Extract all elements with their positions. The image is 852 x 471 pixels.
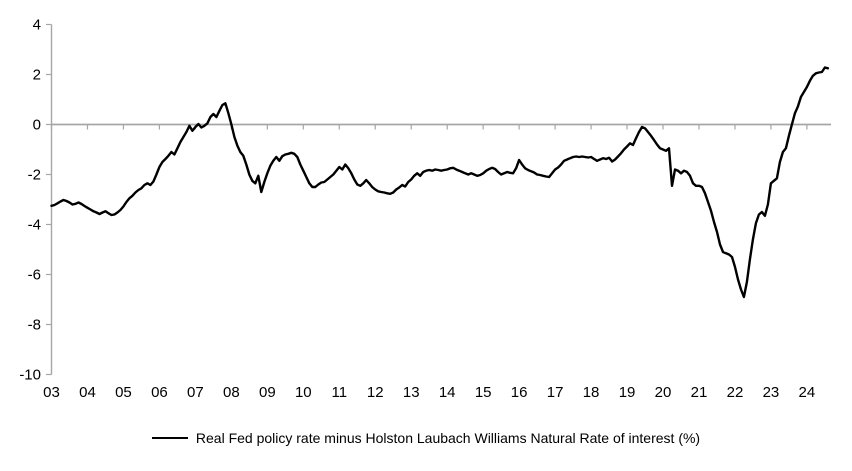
x-tick-label: 03 [43, 384, 60, 401]
x-tick-label: 19 [619, 384, 636, 401]
x-tick-label: 09 [259, 384, 276, 401]
y-tick-label: -2 [28, 167, 41, 184]
y-tick-label: -6 [28, 267, 41, 284]
x-tick-label: 11 [331, 384, 347, 401]
x-tick-label: 18 [583, 384, 600, 401]
x-tick-label: 21 [691, 384, 708, 401]
x-tick-label: 14 [439, 384, 456, 401]
y-tick-label: -4 [28, 217, 41, 234]
x-tick-label: 05 [115, 384, 132, 401]
x-tick-label: 12 [367, 384, 384, 401]
data-series-line [50, 66, 830, 299]
x-tick-label: 07 [187, 384, 204, 401]
y-axis-labels: 4 2 0 -2 -4 -6 -8 -10 [19, 17, 41, 384]
x-tick-label: 08 [223, 384, 240, 401]
x-tick-label: 16 [511, 384, 528, 401]
y-tick-label: 4 [33, 17, 41, 34]
x-tick-label: 13 [403, 384, 420, 401]
legend-line-sample [151, 437, 188, 439]
y-tick-label: 0 [33, 117, 41, 134]
x-tick-label: 20 [655, 384, 672, 401]
x-tick-label: 15 [475, 384, 492, 401]
x-tick-label: 24 [799, 384, 816, 401]
y-tick-label: -8 [28, 317, 41, 334]
x-tick-label: 23 [763, 384, 780, 401]
y-axis-ticks [46, 23, 52, 376]
x-tick-label: 10 [295, 384, 312, 401]
x-tick-label: 06 [151, 384, 168, 401]
y-tick-label: -10 [19, 367, 41, 384]
legend-label: Real Fed policy rate minus Holston Lauba… [195, 430, 701, 446]
legend: Real Fed policy rate minus Holston Lauba… [0, 430, 852, 446]
x-tick-label: 22 [727, 384, 744, 401]
x-axis-labels: 03 04 05 06 07 08 09 10 11 12 13 14 15 16 17 18 19 20 21 22… [43, 384, 815, 401]
x-tick-label: 04 [79, 384, 96, 401]
x-tick-label: 17 [547, 384, 564, 401]
y-tick-label: 2 [33, 67, 41, 84]
